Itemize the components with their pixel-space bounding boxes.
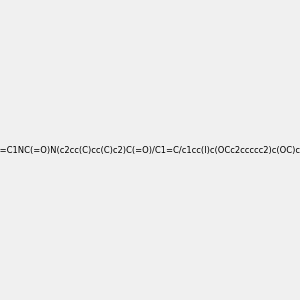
Text: O=C1NC(=O)N(c2cc(C)cc(C)c2)C(=O)/C1=C/c1cc(I)c(OCc2ccccc2)c(OC)c1: O=C1NC(=O)N(c2cc(C)cc(C)c2)C(=O)/C1=C/c1… bbox=[0, 146, 300, 154]
